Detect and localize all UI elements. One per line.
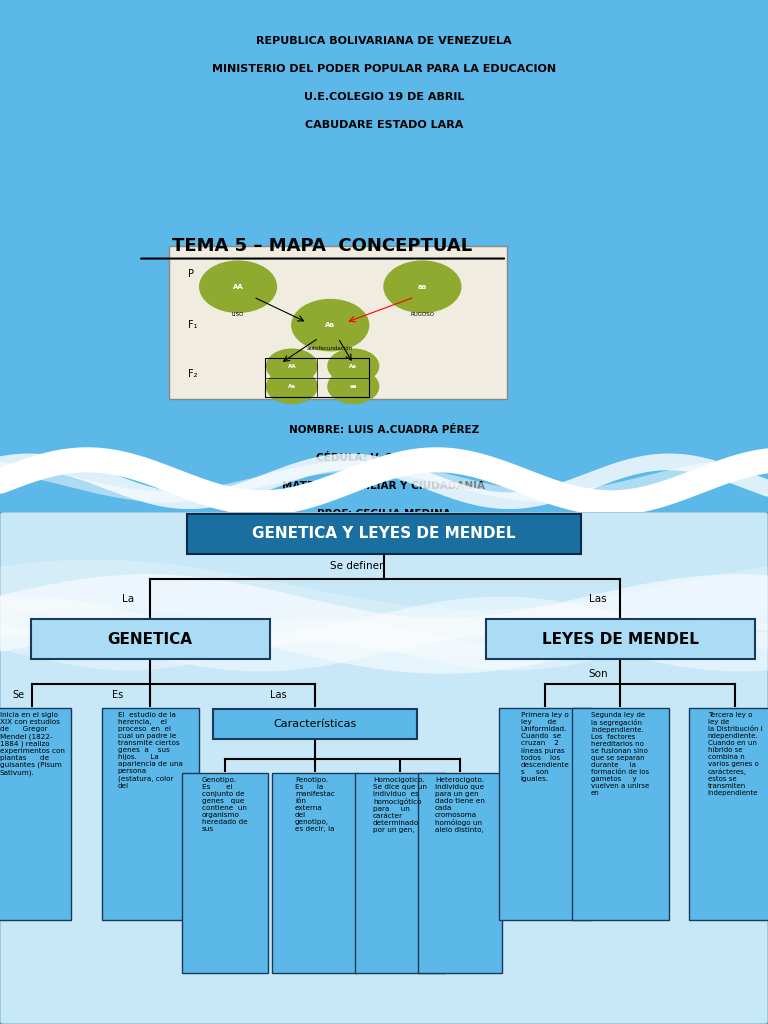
Text: PROF: CECILIA MEDINA: PROF: CECILIA MEDINA <box>317 510 451 519</box>
Text: Primera ley o
ley       de
Uniformidad.
Cuando  se
cruzan    2
líneas puras
todo: Primera ley o ley de Uniformidad. Cuando… <box>521 712 569 781</box>
Circle shape <box>200 261 276 312</box>
Text: REPUBLICA BOLIVARIANA DE VENEZUELA: REPUBLICA BOLIVARIANA DE VENEZUELA <box>257 36 511 46</box>
Text: AA: AA <box>287 364 296 369</box>
Text: LISO: LISO <box>232 312 244 317</box>
FancyBboxPatch shape <box>213 709 417 739</box>
FancyBboxPatch shape <box>355 773 445 973</box>
Text: AA: AA <box>233 284 243 290</box>
Circle shape <box>292 299 369 350</box>
FancyBboxPatch shape <box>101 708 198 920</box>
Text: Aa: Aa <box>349 364 357 369</box>
Text: LEYES DE MENDEL: LEYES DE MENDEL <box>541 632 698 646</box>
Text: La: La <box>122 594 134 604</box>
FancyBboxPatch shape <box>571 708 668 920</box>
Text: NOMBRE: LUIS A.CUADRA PÉREZ: NOMBRE: LUIS A.CUADRA PÉREZ <box>289 425 479 435</box>
Text: RUGOSO: RUGOSO <box>410 312 435 317</box>
Circle shape <box>328 370 379 403</box>
FancyBboxPatch shape <box>31 618 270 659</box>
Text: CÉDULA: V- 31.099.724: CÉDULA: V- 31.099.724 <box>316 453 452 463</box>
Text: El  estudio de la
herencia,    el
proceso  en  el
cual un padre le
transmite cie: El estudio de la herencia, el proceso en… <box>118 712 183 788</box>
FancyBboxPatch shape <box>182 773 268 973</box>
FancyBboxPatch shape <box>689 708 768 920</box>
Circle shape <box>266 349 317 383</box>
Text: Las: Las <box>270 690 286 700</box>
Circle shape <box>384 261 461 312</box>
FancyBboxPatch shape <box>169 246 507 399</box>
FancyBboxPatch shape <box>418 773 502 973</box>
Text: Inicia en el siglo
XIX con estudios
de      Gregor
Mendel (1822-
1884 ) realizo
: Inicia en el siglo XIX con estudios de G… <box>0 712 65 776</box>
Circle shape <box>328 349 379 383</box>
FancyBboxPatch shape <box>499 708 591 920</box>
Text: Es: Es <box>112 690 124 700</box>
Text: Segunda ley de
la segregación
independiente.
Los  factores
hereditarios no
se fu: Segunda ley de la segregación independie… <box>591 712 649 797</box>
Text: CABUDARE ESTADO LARA: CABUDARE ESTADO LARA <box>305 120 463 130</box>
Text: F₁: F₁ <box>188 321 197 330</box>
FancyBboxPatch shape <box>0 511 768 1024</box>
Text: autofecundación: autofecundación <box>307 346 353 350</box>
Text: MATERIA: FAMILIAR Y CIUDADANIA: MATERIA: FAMILIAR Y CIUDADANIA <box>283 481 485 492</box>
FancyBboxPatch shape <box>485 618 754 659</box>
Text: F₂: F₂ <box>188 369 197 379</box>
Text: aa: aa <box>349 384 357 389</box>
Text: Características: Características <box>273 719 356 729</box>
Text: Homocigotico.
Se dice que un
individuo  es
homocigótico
para     un
carácter
det: Homocigotico. Se dice que un individuo e… <box>373 777 427 834</box>
Text: Se: Se <box>12 690 24 700</box>
Text: Aa: Aa <box>325 323 336 328</box>
FancyBboxPatch shape <box>0 708 71 920</box>
Text: Genotipo.
Es       el
conjunto de
genes   que
contiene  un
organismo
heredado de: Genotipo. Es el conjunto de genes que co… <box>202 777 248 831</box>
Text: P: P <box>188 269 194 279</box>
Text: GENETICA: GENETICA <box>108 632 193 646</box>
Text: aa: aa <box>418 284 427 290</box>
Text: GENETICA Y LEYES DE MENDEL: GENETICA Y LEYES DE MENDEL <box>252 526 516 542</box>
Text: Son: Son <box>588 669 607 679</box>
Text: 3 ER. AÑO “B”: 3 ER. AÑO “B” <box>342 538 426 548</box>
Text: Heterocigoto.
Individuo que
para un gen
dado tiene en
cada
cromosoma
homólogo un: Heterocigoto. Individuo que para un gen … <box>435 777 485 834</box>
Text: TEMA 5 – MAPA  CONCEPTUAL: TEMA 5 – MAPA CONCEPTUAL <box>173 237 472 255</box>
FancyBboxPatch shape <box>272 773 358 973</box>
Text: Aa: Aa <box>288 384 296 389</box>
Text: Las: Las <box>589 594 607 604</box>
Text: U.E.COLEGIO 19 DE ABRIL: U.E.COLEGIO 19 DE ABRIL <box>304 92 464 102</box>
FancyBboxPatch shape <box>187 514 581 554</box>
Text: Tercera ley o
ley de
la Distribución i
ndependiente.
Cuando en un
híbrido se
com: Tercera ley o ley de la Distribución i n… <box>707 712 763 796</box>
Text: Fenotipo.
Es      la
manifestac
ión
externa
del
genotipo,
es decir, la: Fenotipo. Es la manifestac ión externa d… <box>295 777 335 831</box>
Text: MINISTERIO DEL PODER POPULAR PARA LA EDUCACION: MINISTERIO DEL PODER POPULAR PARA LA EDU… <box>212 63 556 74</box>
Text: Se definen: Se definen <box>330 561 386 571</box>
Circle shape <box>266 370 317 403</box>
